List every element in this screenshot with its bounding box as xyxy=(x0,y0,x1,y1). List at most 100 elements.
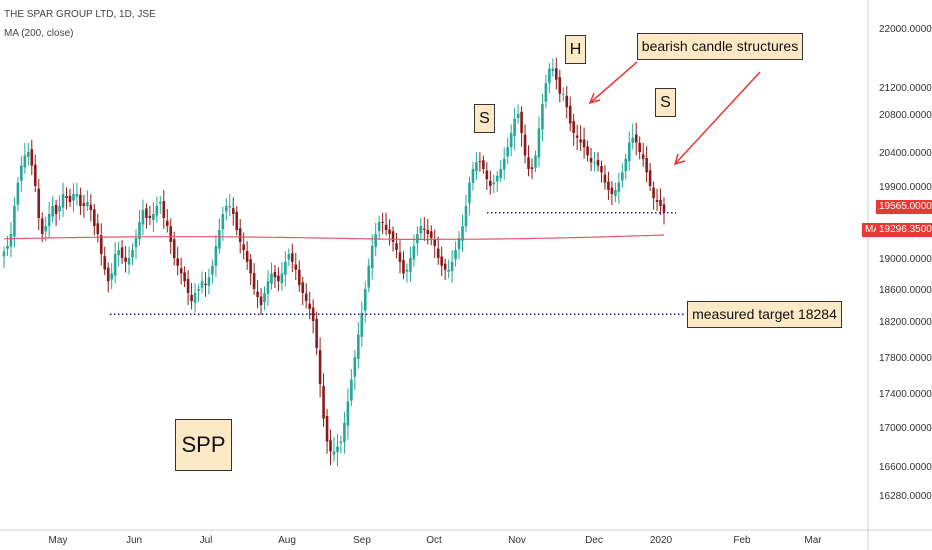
candle xyxy=(79,187,82,215)
candle-body xyxy=(391,231,395,242)
candle xyxy=(429,225,433,246)
candle xyxy=(54,199,58,226)
candle xyxy=(68,189,72,208)
candle-body xyxy=(426,229,430,234)
candle xyxy=(377,215,381,240)
candle xyxy=(127,246,131,275)
candle xyxy=(586,140,589,162)
y-tick-label: 19000.0000 xyxy=(879,254,932,265)
candle xyxy=(551,58,555,77)
candle xyxy=(176,246,179,276)
candle xyxy=(106,262,110,293)
candle xyxy=(388,219,391,246)
candle-body xyxy=(207,277,211,286)
candle-body xyxy=(502,158,506,170)
candle-body xyxy=(89,204,93,210)
right-shoulder-label[interactable]: S xyxy=(655,88,676,117)
y-tick-label: 19900.0000 xyxy=(879,182,932,193)
candle xyxy=(423,217,426,241)
candle-body xyxy=(311,307,315,321)
candle-body xyxy=(266,281,270,295)
candle-body xyxy=(231,208,235,214)
candle-body xyxy=(228,206,232,208)
head-label[interactable]: H xyxy=(565,35,586,64)
candle-body xyxy=(631,137,635,144)
moving-average-line xyxy=(3,234,665,240)
ticker-label[interactable]: SPP xyxy=(175,419,232,471)
ma-value-tag: 19296.3500 xyxy=(876,223,932,237)
candle xyxy=(370,234,374,280)
candle-body xyxy=(263,293,266,303)
candle xyxy=(579,125,582,151)
candle-body xyxy=(238,228,242,242)
x-tick-label: 2020 xyxy=(650,535,673,546)
candle xyxy=(207,268,211,295)
candle xyxy=(20,156,23,192)
candle-body xyxy=(478,161,482,163)
candle-body xyxy=(423,228,426,230)
candle xyxy=(2,246,6,269)
candle-body xyxy=(548,68,551,83)
candle xyxy=(492,174,496,194)
candle-body xyxy=(555,68,558,80)
candle-body xyxy=(40,218,44,234)
candle-body xyxy=(106,267,110,282)
candle xyxy=(343,412,346,454)
candle xyxy=(433,229,437,258)
candle xyxy=(541,93,544,142)
candle-body xyxy=(13,206,16,237)
bearish-note[interactable]: bearish candle structures xyxy=(637,33,803,60)
candle xyxy=(311,299,315,334)
candle xyxy=(23,142,27,174)
candle-body xyxy=(593,162,596,164)
y-tick-label: 17000.0000 xyxy=(879,423,932,434)
candle xyxy=(426,218,430,245)
candle-body xyxy=(294,264,298,270)
candle-body xyxy=(544,83,548,102)
candle-body xyxy=(23,155,27,168)
candle-body xyxy=(468,182,471,204)
candle-body xyxy=(256,291,259,297)
candle xyxy=(506,137,509,165)
candle xyxy=(284,251,287,287)
candle xyxy=(336,433,339,467)
candle-body xyxy=(377,222,381,232)
candle-body xyxy=(489,180,492,186)
candle-body xyxy=(186,278,190,293)
candle xyxy=(325,408,329,454)
candle-body xyxy=(277,275,280,282)
candle-body xyxy=(9,234,13,247)
candle xyxy=(499,159,503,183)
candle xyxy=(266,270,270,307)
candle-body xyxy=(301,282,305,293)
candle-body xyxy=(79,194,82,206)
candle-body xyxy=(339,441,343,444)
left-shoulder-label[interactable]: S xyxy=(474,104,495,133)
candle-body xyxy=(659,199,662,206)
candle xyxy=(110,263,113,290)
candle xyxy=(631,123,635,150)
candle-body xyxy=(621,172,624,181)
candle-body xyxy=(131,250,134,258)
x-axis[interactable]: May Jun Jul Aug Sep Oct Nov Dec 2020 Feb Mar xyxy=(49,535,823,546)
candle-body xyxy=(499,169,503,179)
candle xyxy=(464,194,468,233)
candle xyxy=(471,161,475,191)
candle-body xyxy=(614,190,617,196)
target-note[interactable]: measured target 18284 xyxy=(687,301,842,328)
y-axis[interactable]: 22000.0000 21200.0000 20800.0000 20400.0000… xyxy=(879,24,932,502)
candle-body xyxy=(65,196,68,198)
candle xyxy=(190,283,193,310)
candle-body xyxy=(603,174,607,183)
x-tick-label: Oct xyxy=(426,535,442,546)
candle xyxy=(93,203,96,236)
candle-body xyxy=(634,134,638,143)
candle-body xyxy=(2,251,6,257)
candle-body xyxy=(169,226,173,242)
candle-body xyxy=(381,221,384,223)
candle xyxy=(40,212,44,243)
candle xyxy=(308,291,311,320)
candle xyxy=(381,212,384,234)
candle-body xyxy=(662,204,666,213)
